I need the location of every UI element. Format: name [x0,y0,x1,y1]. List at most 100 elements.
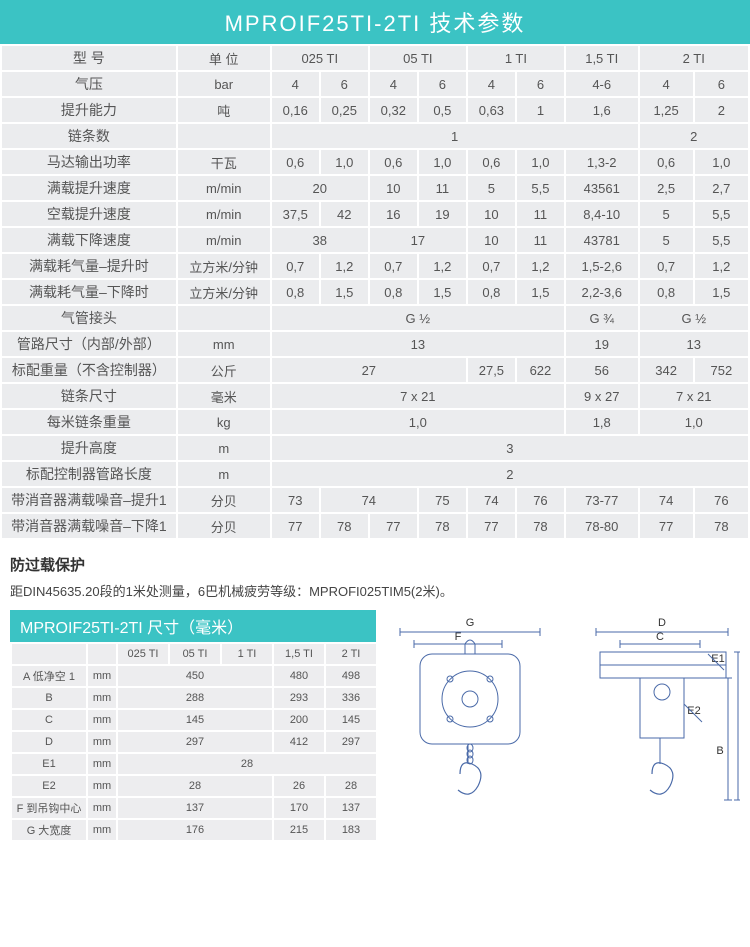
cell: G ½ [271,305,565,331]
cell: 622 [516,357,565,383]
cell: 342 [639,357,694,383]
cell: 5 [639,201,694,227]
cell: 1,5 [418,279,467,305]
dim-cell: 28 [325,775,377,797]
cell: 78-80 [565,513,639,539]
dim-cell: 137 [117,797,273,819]
dim-row-unit: mm [87,797,117,819]
cell: 76 [694,487,749,513]
model-header: 1,5 TI [565,45,639,71]
dim-table: 025 TI05 TI1 TI1,5 TI2 TIA 低净空 1mm450480… [10,642,378,842]
row-unit: 分贝 [177,487,271,513]
cell: 0,16 [271,97,320,123]
row-unit: 吨 [177,97,271,123]
cell: 3 [271,435,749,461]
cell: 0,8 [639,279,694,305]
cell: 43561 [565,175,639,201]
cell: 1,0 [694,149,749,175]
cell: 2,2-3,6 [565,279,639,305]
cell: 1,2 [694,253,749,279]
cell: 10 [467,227,516,253]
svg-text:F: F [455,631,462,643]
row-label: 带消音器满载噪音–提升1 [1,487,177,513]
dim-cell: 215 [273,819,325,841]
cell: 0,8 [271,279,320,305]
cell: 75 [418,487,467,513]
dim-cell: 145 [325,709,377,731]
row-unit [177,123,271,149]
cell: 77 [639,513,694,539]
cell: 1,5 [694,279,749,305]
dim-row-unit: mm [87,753,117,775]
cell: 1,25 [639,97,694,123]
row-label: 链条尺寸 [1,383,177,409]
row-label: 提升能力 [1,97,177,123]
dim-row-label: A 低净空 1 [11,665,87,687]
dim-model-header: 2 TI [325,643,377,665]
model-header: 2 TI [639,45,749,71]
cell: 17 [369,227,467,253]
dim-row-unit: mm [87,775,117,797]
dim-row-label: B [11,687,87,709]
row-unit [177,305,271,331]
cell: 0,6 [639,149,694,175]
row-unit: m/min [177,227,271,253]
model-header: 1 TI [467,45,565,71]
cell: 2 [639,123,749,149]
cell: 73 [271,487,320,513]
cell: 0,7 [467,253,516,279]
notes-text: 距DIN45635.20段的1米处测量，6巴机械疲劳等级：MPROFI025TI… [10,581,740,600]
cell: 78 [418,513,467,539]
cell: 0,7 [271,253,320,279]
model-header: 025 TI [271,45,369,71]
cell: 37,5 [271,201,320,227]
notes-block: 防过载保护 距DIN45635.20段的1米处测量，6巴机械疲劳等级：MPROF… [0,540,750,604]
cell: 27 [271,357,467,383]
cell: 13 [639,331,749,357]
cell: 1,5 [320,279,369,305]
cell: 4 [271,71,320,97]
cell: 10 [369,175,418,201]
dim-cell: 28 [117,753,377,775]
cell: 6 [694,71,749,97]
dim-row-unit: mm [87,731,117,753]
cell: 78 [694,513,749,539]
svg-text:B: B [716,745,723,757]
dim-row-label: E2 [11,775,87,797]
row-label: 气管接头 [1,305,177,331]
dim-cell: 28 [117,775,273,797]
cell: G ½ [639,305,749,331]
cell: 2 [694,97,749,123]
cell: 752 [694,357,749,383]
cell: 19 [418,201,467,227]
cell: 0,6 [467,149,516,175]
cell: 11 [418,175,467,201]
row-label: 每米链条重量 [1,409,177,435]
cell: 0,63 [467,97,516,123]
cell: 1,5 [516,279,565,305]
cell: 1 [516,97,565,123]
cell: 77 [271,513,320,539]
row-unit: 毫米 [177,383,271,409]
cell: 0,7 [369,253,418,279]
svg-text:G: G [466,617,475,629]
cell: 2,5 [639,175,694,201]
dim-cell: 288 [117,687,273,709]
cell: 11 [516,201,565,227]
row-label: 空载提升速度 [1,201,177,227]
cell: 5,5 [694,201,749,227]
cell: 27,5 [467,357,516,383]
dim-row-unit: mm [87,709,117,731]
cell: 43781 [565,227,639,253]
cell: 1,2 [418,253,467,279]
row-label: 提升高度 [1,435,177,461]
cell: 2 [271,461,749,487]
cell: 1,0 [418,149,467,175]
cell: 7 x 21 [271,383,565,409]
cell: 0,6 [271,149,320,175]
cell: 2,7 [694,175,749,201]
row-unit: m [177,461,271,487]
dim-row-label: E1 [11,753,87,775]
dim-cell: 176 [117,819,273,841]
svg-text:D: D [658,617,666,629]
